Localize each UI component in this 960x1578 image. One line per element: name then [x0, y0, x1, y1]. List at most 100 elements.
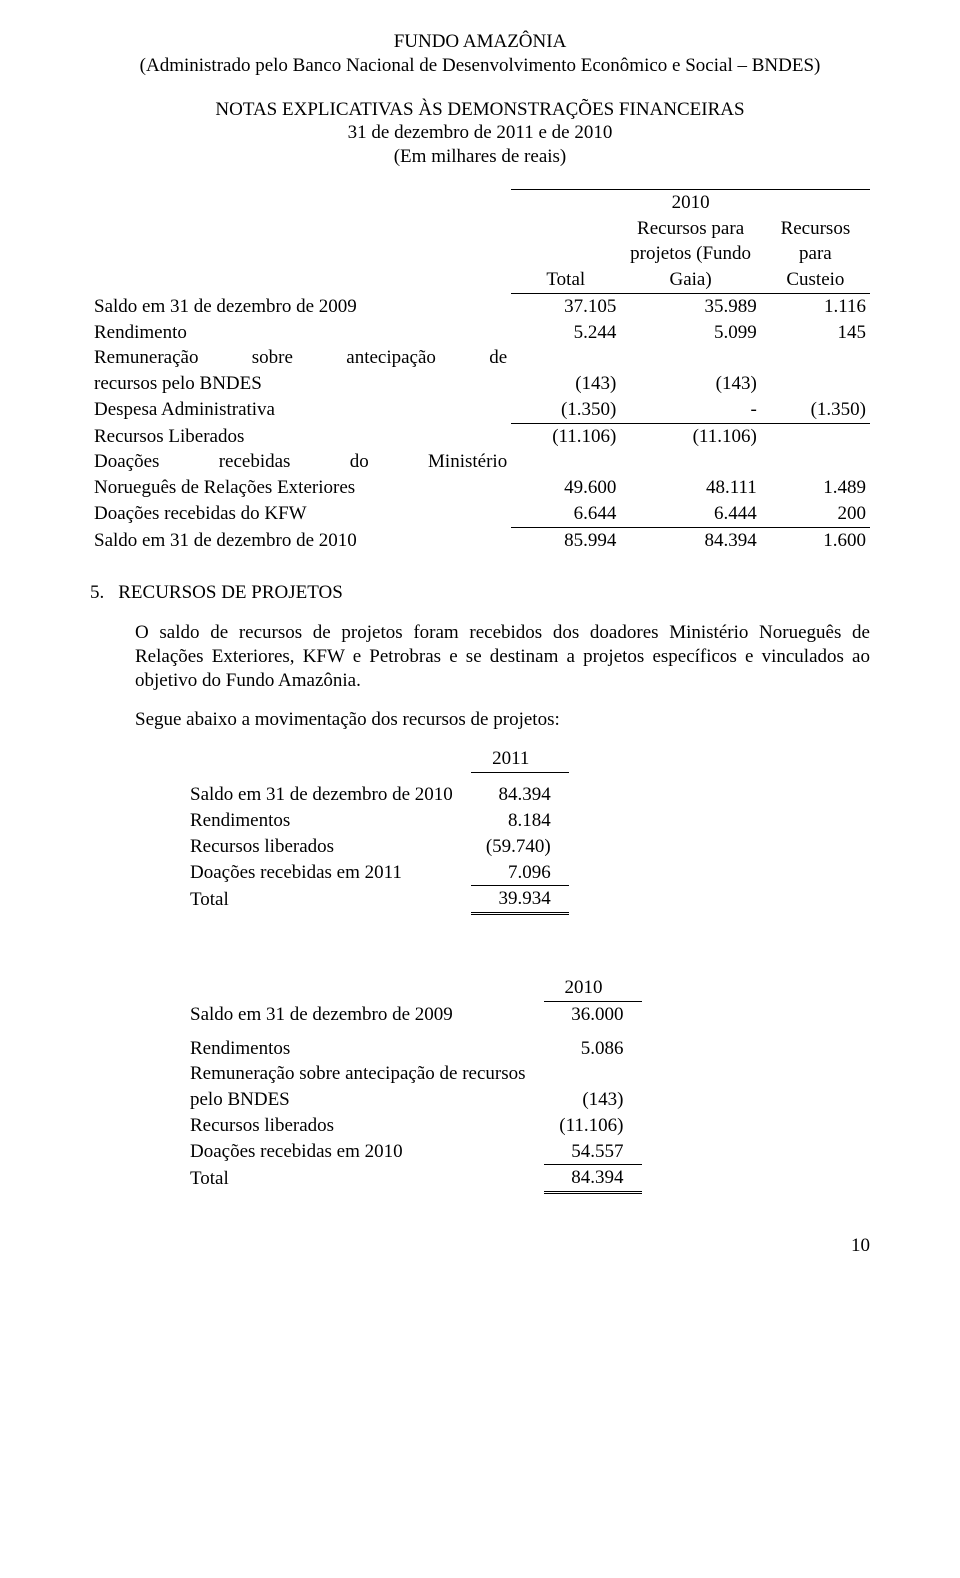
year-header: 2010 — [544, 975, 642, 1001]
cell-value: 84.394 — [544, 1165, 642, 1193]
page: FUNDO AMAZÔNIA (Administrado pelo Banco … — [0, 0, 960, 1578]
row-label: Saldo em 31 de dezembro de 2009 — [190, 1001, 544, 1027]
col-header: Total — [511, 267, 620, 293]
row-label: Norueguês de Relações Exteriores — [90, 475, 511, 501]
table-row: Doações recebidas em 2010 54.557 — [190, 1139, 642, 1165]
table-row: Saldo em 31 de dezembro de 2009 37.105 3… — [90, 293, 870, 319]
table-row: Doações recebidas do Ministério — [90, 449, 870, 475]
doc-subtitle: (Administrado pelo Banco Nacional de Des… — [90, 54, 870, 78]
paragraph: O saldo de recursos de projetos foram re… — [135, 621, 870, 692]
row-label: Doações recebidas do KFW — [90, 501, 511, 527]
cell-value: (11.106) — [511, 423, 620, 449]
table-row: Total Gaia) Custeio — [90, 267, 870, 293]
cell-value: 49.600 — [511, 475, 620, 501]
cell-value: 85.994 — [511, 527, 620, 553]
notes-unit: (Em milhares de reais) — [90, 145, 870, 169]
row-label: Total — [190, 1165, 544, 1193]
table-row: pelo BNDES (143) — [190, 1087, 642, 1113]
col-header: para — [761, 241, 870, 267]
table-row: Rendimentos 5.086 — [190, 1036, 642, 1062]
cell-value: (143) — [620, 371, 760, 397]
row-label: Doações recebidas do Ministério — [90, 449, 511, 475]
row-label: Remuneração sobre antecipação de recurso… — [190, 1061, 544, 1087]
row-label: Recursos Liberados — [90, 423, 511, 449]
cell-value: - — [620, 397, 760, 423]
row-label: Total — [190, 886, 471, 914]
cell-value: 5.244 — [511, 320, 620, 346]
table-row: Remuneração sobre antecipação de — [90, 345, 870, 371]
col-header: Gaia) — [620, 267, 760, 293]
cell-value: 1.600 — [761, 527, 870, 553]
table-row: recursos pelo BNDES (143) (143) — [90, 371, 870, 397]
cell-value: 35.989 — [620, 293, 760, 319]
row-label: Rendimento — [90, 320, 511, 346]
cell-value: 37.105 — [511, 293, 620, 319]
table-row: Rendimento 5.244 5.099 145 — [90, 320, 870, 346]
table-row: Saldo em 31 de dezembro de 2010 84.394 — [190, 782, 569, 808]
col-header: Recursos — [761, 216, 870, 242]
cell-value: (11.106) — [620, 423, 760, 449]
row-label: Remuneração sobre antecipação de — [90, 345, 511, 371]
cell-value — [761, 423, 870, 449]
paragraph: Segue abaixo a movimentação dos recursos… — [135, 708, 870, 732]
table-row: 2011 — [190, 746, 569, 772]
table-row: Remuneração sobre antecipação de recurso… — [190, 1061, 642, 1087]
row-label: Saldo em 31 de dezembro de 2010 — [90, 527, 511, 553]
table-row: Doações recebidas em 2011 7.096 — [190, 860, 569, 886]
row-label: Doações recebidas em 2011 — [190, 860, 471, 886]
cell-value: 5.086 — [544, 1036, 642, 1062]
cell-value: (143) — [511, 371, 620, 397]
row-label: Saldo em 31 de dezembro de 2009 — [90, 293, 511, 319]
cell-value: (11.106) — [544, 1113, 642, 1139]
movement-table-2010: 2010 Recursos para Recursos projetos (Fu… — [90, 189, 870, 554]
movement-table-2011: 2011 Saldo em 31 de dezembro de 2010 84.… — [190, 746, 569, 915]
row-label: Rendimentos — [190, 1036, 544, 1062]
cell-value — [761, 371, 870, 397]
cell-value: 200 — [761, 501, 870, 527]
table-row: Total 39.934 — [190, 886, 569, 914]
year-header: 2011 — [471, 746, 569, 772]
year-header: 2010 — [511, 189, 870, 215]
row-label: Recursos liberados — [190, 834, 471, 860]
cell-value: 1.489 — [761, 475, 870, 501]
cell-value: 39.934 — [471, 886, 569, 914]
table-row: 2010 — [190, 975, 642, 1001]
row-label: Doações recebidas em 2010 — [190, 1139, 544, 1165]
movement-table-2010b: 2010 Saldo em 31 de dezembro de 2009 36.… — [190, 975, 642, 1194]
table-row: Recursos Liberados (11.106) (11.106) — [90, 423, 870, 449]
row-label: pelo BNDES — [190, 1087, 544, 1113]
table-row: Recursos liberados (11.106) — [190, 1113, 642, 1139]
notes-title: NOTAS EXPLICATIVAS ÀS DEMONSTRAÇÕES FINA… — [90, 98, 870, 122]
table-row: Rendimentos 8.184 — [190, 808, 569, 834]
cell-value: (143) — [544, 1087, 642, 1113]
table-row: Saldo em 31 de dezembro de 2009 36.000 — [190, 1001, 642, 1027]
col-header: Recursos para — [620, 216, 760, 242]
section-body: O saldo de recursos de projetos foram re… — [90, 621, 870, 1194]
table-row: Saldo em 31 de dezembro de 2010 85.994 8… — [90, 527, 870, 553]
cell-value: (1.350) — [511, 397, 620, 423]
cell-value: (59.740) — [471, 834, 569, 860]
cell-value: 6.444 — [620, 501, 760, 527]
row-label: Despesa Administrativa — [90, 397, 511, 423]
doc-title: FUNDO AMAZÔNIA — [90, 30, 870, 54]
cell-value: 5.099 — [620, 320, 760, 346]
row-label: Saldo em 31 de dezembro de 2010 — [190, 782, 471, 808]
cell-value: 84.394 — [471, 782, 569, 808]
table-row: projetos (Fundo para — [90, 241, 870, 267]
cell-value: 8.184 — [471, 808, 569, 834]
cell-value: 1.116 — [761, 293, 870, 319]
row-label: Recursos liberados — [190, 1113, 544, 1139]
cell-value: 84.394 — [620, 527, 760, 553]
section-number: 5. — [90, 581, 104, 605]
col-header: projetos (Fundo — [620, 241, 760, 267]
cell-value: 54.557 — [544, 1139, 642, 1165]
cell-value: 48.111 — [620, 475, 760, 501]
row-label: Rendimentos — [190, 808, 471, 834]
table-row: 2010 — [90, 189, 870, 215]
table-row: Recursos liberados (59.740) — [190, 834, 569, 860]
table-row: Despesa Administrativa (1.350) - (1.350) — [90, 397, 870, 423]
page-number: 10 — [90, 1234, 870, 1258]
cell-value: 6.644 — [511, 501, 620, 527]
row-label: recursos pelo BNDES — [90, 371, 511, 397]
table-row: Doações recebidas do KFW 6.644 6.444 200 — [90, 501, 870, 527]
